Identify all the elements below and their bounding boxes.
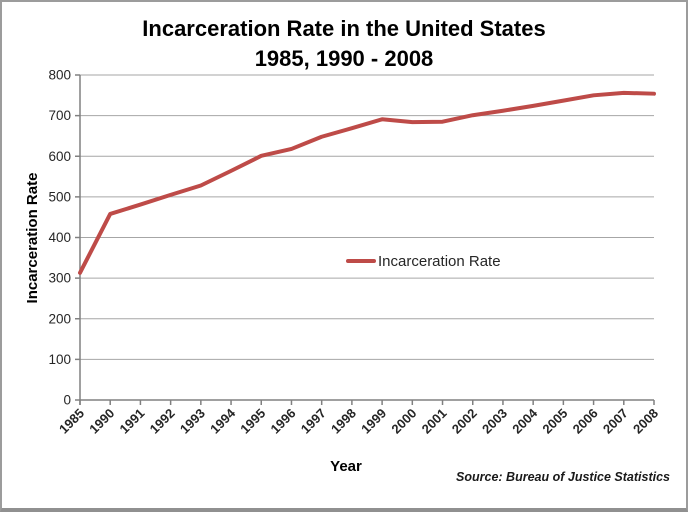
y-axis-tick-label: 0 — [63, 393, 71, 408]
chart-title-line2: 1985, 1990 - 2008 — [254, 46, 434, 71]
y-axis-tick-label: 300 — [48, 271, 71, 286]
x-axis-tick-label: 2001 — [419, 406, 450, 437]
x-axis-tick-label: 2004 — [509, 405, 541, 437]
legend-line-swatch — [346, 259, 376, 263]
x-axis-tick-label: 2003 — [479, 406, 510, 437]
x-axis-tick-label: 1985 — [56, 406, 87, 437]
x-axis-tick-label: 2005 — [539, 406, 570, 437]
x-axis-tick-label: 1993 — [177, 406, 208, 437]
x-axis-tick-label: 1994 — [207, 405, 239, 437]
legend: Incarceration Rate — [346, 252, 501, 270]
x-axis-title: Year — [330, 458, 362, 475]
source-note: Source: Bureau of Justice Statistics — [456, 470, 670, 484]
y-axis-tick-label: 200 — [48, 311, 71, 326]
y-axis-tick-label: 500 — [48, 189, 71, 204]
y-axis-title: Incarceration Rate — [24, 172, 41, 304]
y-axis-tick-label: 100 — [48, 352, 71, 367]
series-line-incarceration-rate — [78, 90, 656, 275]
y-axis-tick-label: 700 — [48, 108, 71, 123]
x-axis-tick-label: 1991 — [116, 406, 147, 437]
x-axis-tick-label: 1992 — [147, 406, 178, 437]
y-axis-tick-label: 600 — [48, 149, 71, 164]
y-axis-tick-label: 800 — [48, 68, 71, 83]
legend-label: Incarceration Rate — [378, 252, 501, 270]
x-axis-tick-label: 1995 — [237, 406, 268, 437]
x-axis-tick-label: 2008 — [630, 406, 661, 437]
x-axis-tick-label: 2000 — [388, 406, 419, 437]
x-axis-tick-label: 1996 — [268, 406, 299, 437]
x-axis-tick-label: 2006 — [570, 406, 601, 437]
x-axis-tick-label: 1997 — [298, 406, 329, 437]
chart-title-line1: Incarceration Rate in the United States — [142, 16, 546, 41]
x-axis-tick-label: 2002 — [449, 406, 480, 437]
x-axis-tick-label: 1998 — [328, 406, 359, 437]
y-axis-tick-label: 400 — [48, 230, 71, 245]
x-axis-tick-label: 2007 — [600, 406, 631, 437]
x-axis-tick-label: 1999 — [358, 406, 389, 437]
x-axis-tick-label: 1990 — [86, 406, 117, 437]
